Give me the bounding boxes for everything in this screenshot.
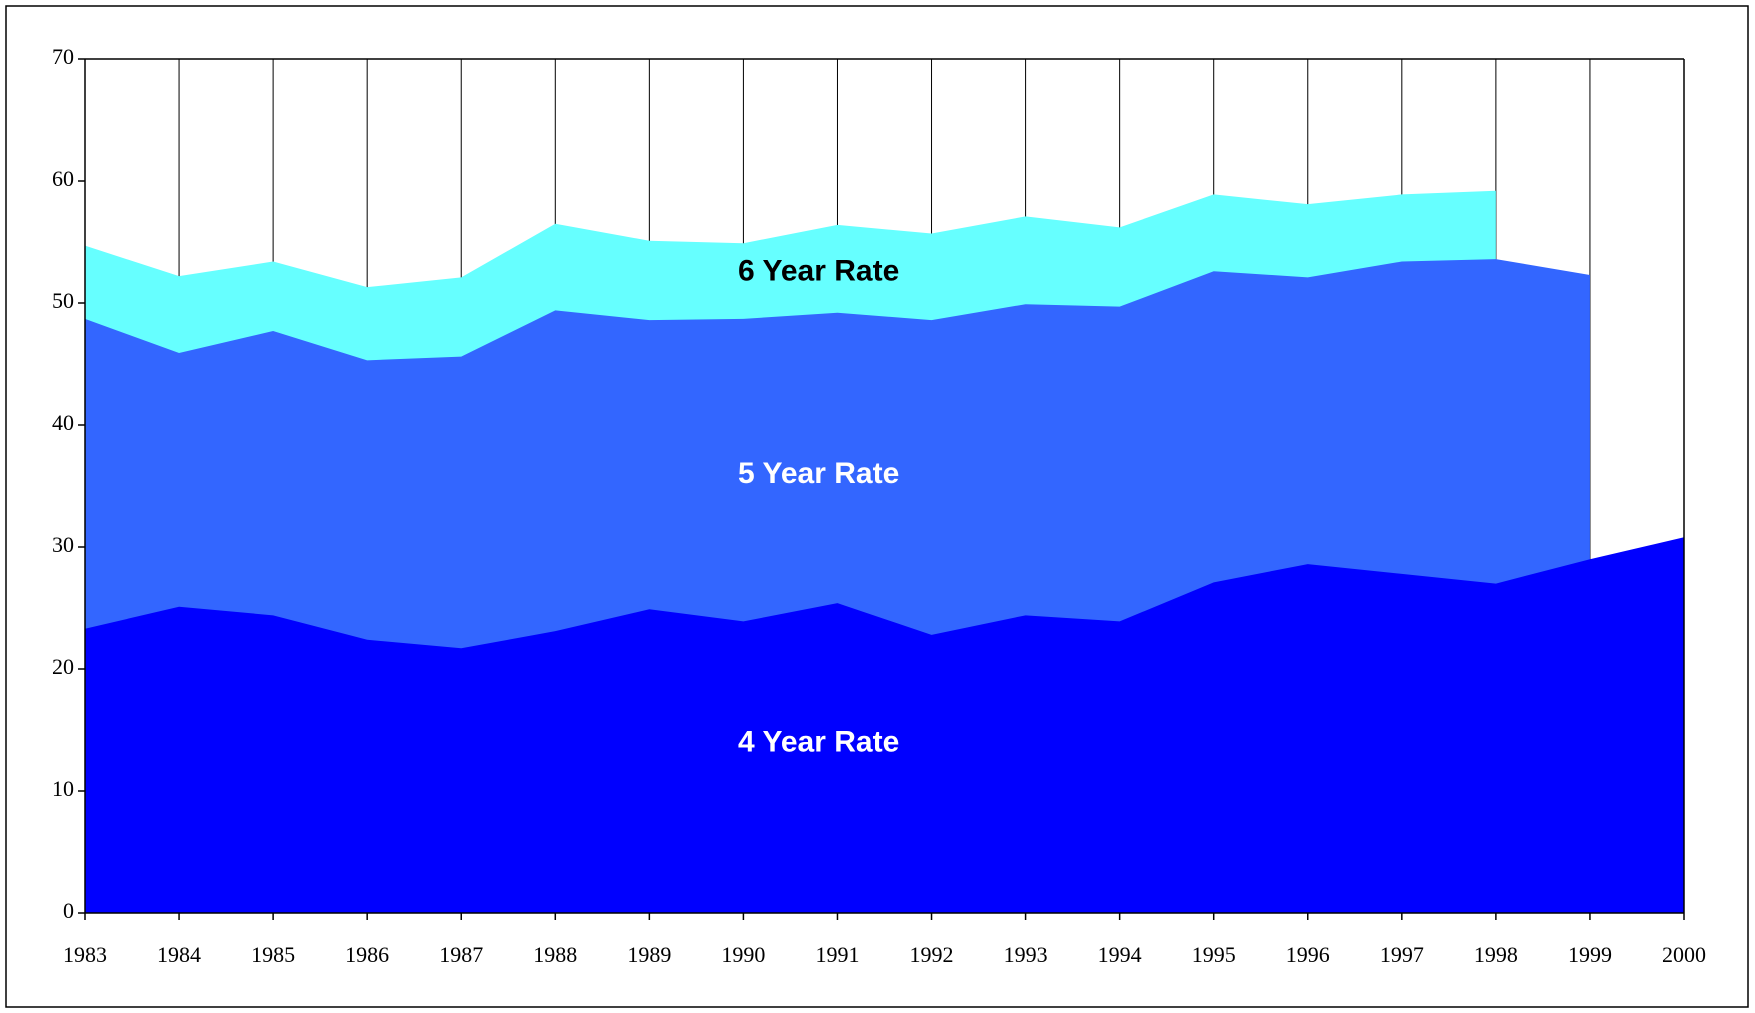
x-tick-label: 1989 xyxy=(627,942,671,967)
x-tick-label: 1999 xyxy=(1568,942,1612,967)
y-tick-label: 20 xyxy=(52,654,74,679)
series-label: 6 Year Rate xyxy=(738,254,899,287)
x-tick-label: 1987 xyxy=(439,942,483,967)
x-tick-label: 1992 xyxy=(910,942,954,967)
y-tick-label: 10 xyxy=(52,776,74,801)
x-tick-label: 2000 xyxy=(1662,942,1706,967)
x-tick-label: 1988 xyxy=(533,942,577,967)
x-tick-label: 1998 xyxy=(1474,942,1518,967)
x-tick-label: 1993 xyxy=(1004,942,1048,967)
y-tick-label: 50 xyxy=(52,288,74,313)
x-tick-label: 1996 xyxy=(1286,942,1330,967)
y-tick-label: 40 xyxy=(52,410,74,435)
y-tick-label: 60 xyxy=(52,166,74,191)
x-tick-label: 1986 xyxy=(345,942,389,967)
x-tick-label: 1997 xyxy=(1380,942,1424,967)
series-label: 5 Year Rate xyxy=(738,457,899,490)
x-tick-label: 1990 xyxy=(721,942,765,967)
y-tick-label: 70 xyxy=(52,44,74,69)
x-tick-label: 1984 xyxy=(157,942,201,967)
x-tick-label: 1983 xyxy=(63,942,107,967)
x-tick-label: 1985 xyxy=(251,942,295,967)
y-tick-label: 0 xyxy=(63,898,74,923)
series-label: 4 Year Rate xyxy=(738,725,899,758)
x-tick-label: 1991 xyxy=(815,942,859,967)
y-tick-label: 30 xyxy=(52,532,74,557)
x-tick-label: 1995 xyxy=(1192,942,1236,967)
area xyxy=(85,537,1684,913)
x-tick-label: 1994 xyxy=(1098,942,1142,967)
